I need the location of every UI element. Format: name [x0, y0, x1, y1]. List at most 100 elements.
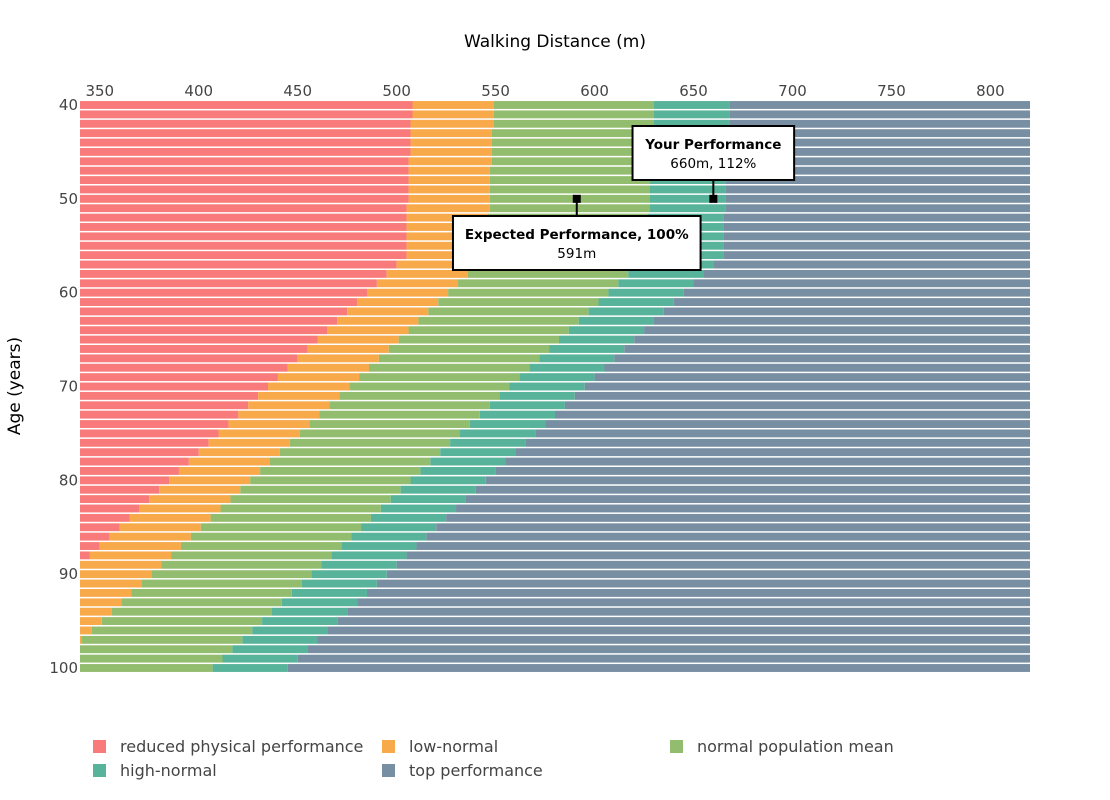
- legend-label: high-normal: [120, 761, 217, 780]
- bar-segment: [588, 307, 664, 316]
- bar-segment: [408, 326, 569, 335]
- bar-segment: [80, 260, 397, 269]
- legend-item[interactable]: low-normal: [382, 737, 498, 756]
- bar-segment: [370, 513, 447, 522]
- bar-segment: [663, 307, 1030, 316]
- bar-segment: [410, 476, 486, 485]
- bar-segment: [260, 467, 421, 475]
- bar-segment: [281, 598, 358, 607]
- bar-segment: [80, 410, 239, 419]
- bar-segment: [297, 354, 379, 363]
- bar-segment: [456, 504, 1030, 513]
- bar-segment: [723, 223, 1030, 231]
- bar-segment: [467, 269, 629, 278]
- bar-segment: [309, 420, 470, 428]
- legend-swatch: [670, 740, 683, 753]
- bar-segment: [327, 626, 1030, 635]
- bar-segment: [301, 579, 377, 588]
- bar-segment: [80, 363, 288, 372]
- bar-segment: [101, 617, 263, 626]
- bar-segment: [80, 288, 367, 297]
- bar-segment: [727, 157, 1030, 166]
- bar-segment: [287, 363, 369, 372]
- x-tick-label: 700: [778, 82, 807, 100]
- bar-segment: [80, 251, 407, 260]
- bar-segment: [327, 326, 409, 335]
- annotation-title: Expected Performance, 100%: [465, 227, 689, 243]
- y-tick-label: 70: [59, 378, 78, 396]
- bar-segment: [723, 232, 1030, 241]
- bar-segment: [347, 307, 429, 316]
- bar-segment: [178, 467, 261, 475]
- legend-label: top performance: [409, 761, 543, 780]
- legend-item[interactable]: normal population mean: [670, 737, 894, 756]
- bar-segment: [80, 354, 298, 363]
- bar-segment: [80, 401, 249, 410]
- bar-segment: [331, 551, 407, 560]
- bar-segment: [725, 194, 1030, 203]
- bar-segment: [80, 307, 348, 316]
- bar-segment: [368, 363, 530, 372]
- legend-swatch: [93, 740, 106, 753]
- legend-label: reduced physical performance: [120, 737, 363, 756]
- bar-segment: [80, 523, 120, 532]
- bar-segment: [80, 504, 140, 513]
- bar-segment: [307, 645, 1031, 654]
- bar-segment: [608, 288, 684, 297]
- bar-segment: [604, 363, 1030, 372]
- bar-segment: [80, 532, 110, 541]
- bar-segment: [614, 354, 1031, 363]
- bar-segment: [238, 410, 320, 419]
- bar-segment: [729, 110, 1030, 119]
- x-tick-label: 550: [481, 82, 510, 100]
- bar-segment: [80, 551, 90, 560]
- legend[interactable]: reduced physical performance low-normal no…: [93, 737, 894, 780]
- bar-segment: [121, 598, 282, 607]
- bar-segment: [725, 176, 1030, 185]
- bar-segment: [499, 391, 575, 400]
- x-axis: 350 400 450 500 550 600 650 700 750 800: [85, 82, 1004, 100]
- bar-segment: [80, 664, 213, 672]
- bar-segment: [489, 176, 650, 185]
- bar-segment: [80, 147, 411, 156]
- bar-segment: [80, 129, 411, 138]
- bar-segment: [412, 110, 494, 119]
- legend-item[interactable]: high-normal: [93, 761, 217, 780]
- x-tick-label: 450: [283, 82, 312, 100]
- bar-segment: [99, 542, 181, 550]
- bar-segment: [347, 607, 1030, 616]
- x-tick-label: 400: [184, 82, 213, 100]
- bar-segment: [650, 194, 726, 203]
- bar-segment: [428, 307, 589, 316]
- bar-segment: [242, 635, 318, 644]
- bar-segment: [729, 119, 1030, 128]
- bar-segment: [406, 213, 488, 222]
- bar-segment: [80, 157, 409, 166]
- legend-item[interactable]: top performance: [382, 761, 543, 780]
- bar-segment: [388, 345, 550, 353]
- bar-segment: [80, 626, 92, 635]
- y-tick-label: 90: [59, 565, 78, 583]
- bar-segment: [80, 176, 409, 185]
- bar-segment: [80, 241, 407, 250]
- bar-segment: [80, 279, 377, 288]
- bar-segment: [349, 382, 510, 391]
- legend-item[interactable]: reduced physical performance: [93, 737, 363, 756]
- bar-segment: [624, 345, 1030, 353]
- bar-segment: [80, 635, 82, 644]
- bar-segment: [91, 626, 253, 635]
- bar-segment: [317, 335, 399, 344]
- bar-segment: [80, 438, 209, 447]
- bar-segment: [406, 223, 488, 231]
- bar-segment: [337, 316, 419, 325]
- bar-segment: [713, 260, 1030, 269]
- bar-segment: [80, 298, 358, 306]
- bar-segment: [262, 617, 338, 626]
- bar-segment: [232, 645, 308, 654]
- legend-label: low-normal: [409, 737, 498, 756]
- bar-segment: [80, 654, 223, 663]
- bar-segment: [289, 438, 451, 447]
- bar-segment: [80, 420, 229, 428]
- bar-segment: [317, 635, 1030, 644]
- bar-segment: [357, 298, 439, 306]
